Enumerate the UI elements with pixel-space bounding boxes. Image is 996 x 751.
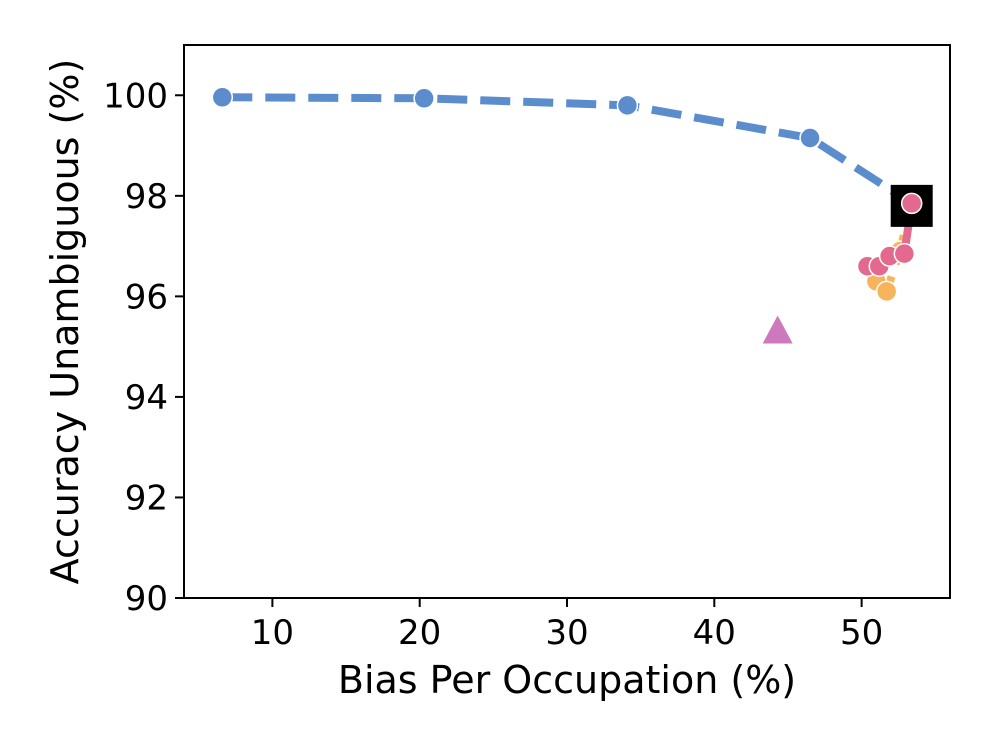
data-point [799,127,821,149]
series-1 [211,86,923,215]
series-1-line [222,93,914,207]
data-point [413,87,435,110]
x-tick-label: 10 [251,613,294,653]
highlight-point-layer [900,192,923,215]
data-point [616,94,639,117]
y-tick-label: 100 [103,76,168,116]
x-tick-label: 40 [693,613,736,653]
y-tick-label: 94 [125,378,168,418]
x-tick-label: 20 [398,613,441,653]
y-tick-label: 96 [125,277,168,317]
data-point [762,315,793,344]
data-point [900,192,923,215]
series-layer [211,86,933,344]
x-axis-label: Bias Per Occupation (%) [338,658,796,702]
x-axis-ticks: 10 20 30 40 50 [251,598,883,653]
x-tick-label: 30 [545,613,588,653]
x-tick-label: 50 [840,613,883,653]
data-point [875,280,898,303]
series-5 [762,315,793,344]
y-tick-label: 98 [125,177,168,217]
y-axis-ticks: 90 92 94 96 98 100 [103,76,184,619]
data-point [893,242,916,265]
data-point [211,86,234,109]
plot-area-frame [183,44,951,599]
y-tick-label: 92 [125,478,168,518]
y-tick-label: 90 [125,579,168,619]
y-axis-label: Accuracy Unambiguous (%) [43,59,87,585]
